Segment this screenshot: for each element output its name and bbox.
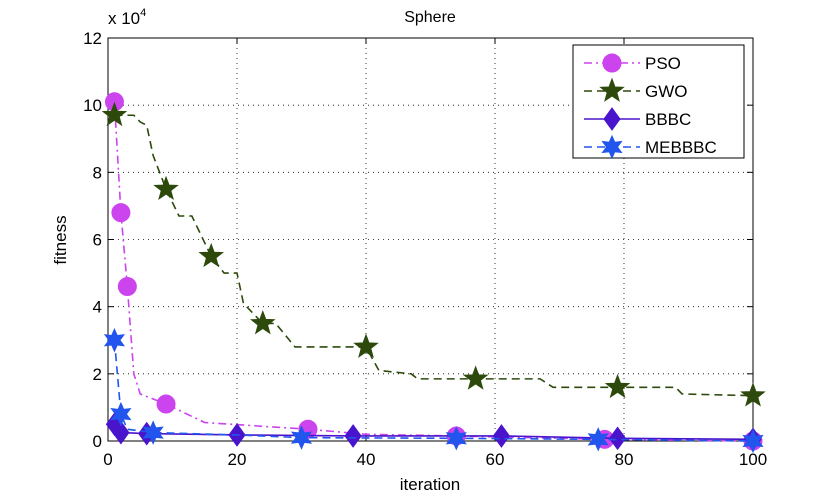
legend-entry-gwo: GWO — [584, 77, 688, 102]
x-tick-label: 20 — [228, 450, 247, 469]
legend-label-bbbc: BBBC — [645, 110, 691, 129]
data-point-pso — [156, 394, 176, 414]
data-point-mebbbc — [587, 427, 609, 452]
legend-entry-bbbc: BBBC — [584, 107, 691, 131]
y-tick-label: 10 — [83, 96, 102, 115]
chart-title: Sphere — [404, 9, 456, 26]
data-point-gwo — [250, 310, 276, 335]
y-tick-label: 2 — [93, 365, 102, 384]
y-multiplier-base: x 10 — [108, 9, 140, 28]
legend-marker-pso — [602, 53, 622, 73]
x-axis-label: iteration — [400, 475, 460, 494]
x-tick-label: 80 — [615, 450, 634, 469]
legend-marker-bbbc — [603, 107, 621, 131]
data-point-gwo — [353, 333, 379, 358]
y-tick-label: 6 — [93, 231, 102, 250]
data-point-bbbc — [112, 420, 130, 445]
data-point-gwo — [462, 365, 489, 390]
y-multiplier-exponent: 4 — [140, 7, 146, 19]
data-point-mebbbc — [445, 426, 467, 451]
x-tick-label: 60 — [486, 450, 505, 469]
data-point-gwo — [604, 373, 631, 399]
legend-label-mebbbc: MEBBBC — [645, 138, 717, 157]
series-gwo — [101, 101, 766, 407]
data-point-mebbbc — [742, 428, 764, 454]
data-point-mebbbc — [103, 328, 126, 353]
data-point-bbbc — [492, 424, 511, 448]
grid-lines — [108, 38, 753, 441]
data-point-pso — [111, 203, 131, 223]
data-point-pso — [117, 277, 137, 297]
data-point-bbbc — [344, 424, 362, 448]
legend-marker-mebbbc — [601, 134, 623, 160]
y-tick-label: 12 — [83, 29, 102, 48]
y-tick-label: 4 — [93, 298, 102, 317]
series-line-pso — [113, 101, 754, 442]
y-tick-label: 8 — [93, 163, 102, 182]
legend-entry-pso: PSO — [584, 53, 681, 73]
data-point-gwo — [101, 101, 128, 127]
y-multiplier: x 104 — [108, 7, 146, 28]
data-point-gwo — [740, 382, 766, 407]
data-point-mebbbc — [110, 401, 132, 427]
data-point-gwo — [153, 175, 179, 200]
legend-label-pso: PSO — [645, 54, 681, 73]
data-point-bbbc — [608, 426, 627, 451]
series-mebbbc — [103, 328, 764, 454]
x-tick-label: 40 — [357, 450, 376, 469]
legend: PSO GWO BBBC MEBBBC — [572, 44, 745, 160]
legend-box — [572, 44, 745, 159]
legend-entry-mebbbc: MEBBBC — [584, 134, 717, 160]
data-point-mebbbc — [290, 425, 313, 450]
series-layer — [101, 92, 766, 454]
y-axis-label: fitness — [51, 215, 70, 264]
legend-marker-gwo — [599, 77, 625, 102]
data-point-gwo — [198, 242, 224, 268]
data-point-mebbbc — [142, 420, 164, 445]
x-tick-label: 0 — [103, 450, 112, 469]
legend-label-gwo: GWO — [645, 82, 688, 101]
y-tick-label: 0 — [93, 432, 102, 451]
x-tick-label: 100 — [739, 450, 767, 469]
